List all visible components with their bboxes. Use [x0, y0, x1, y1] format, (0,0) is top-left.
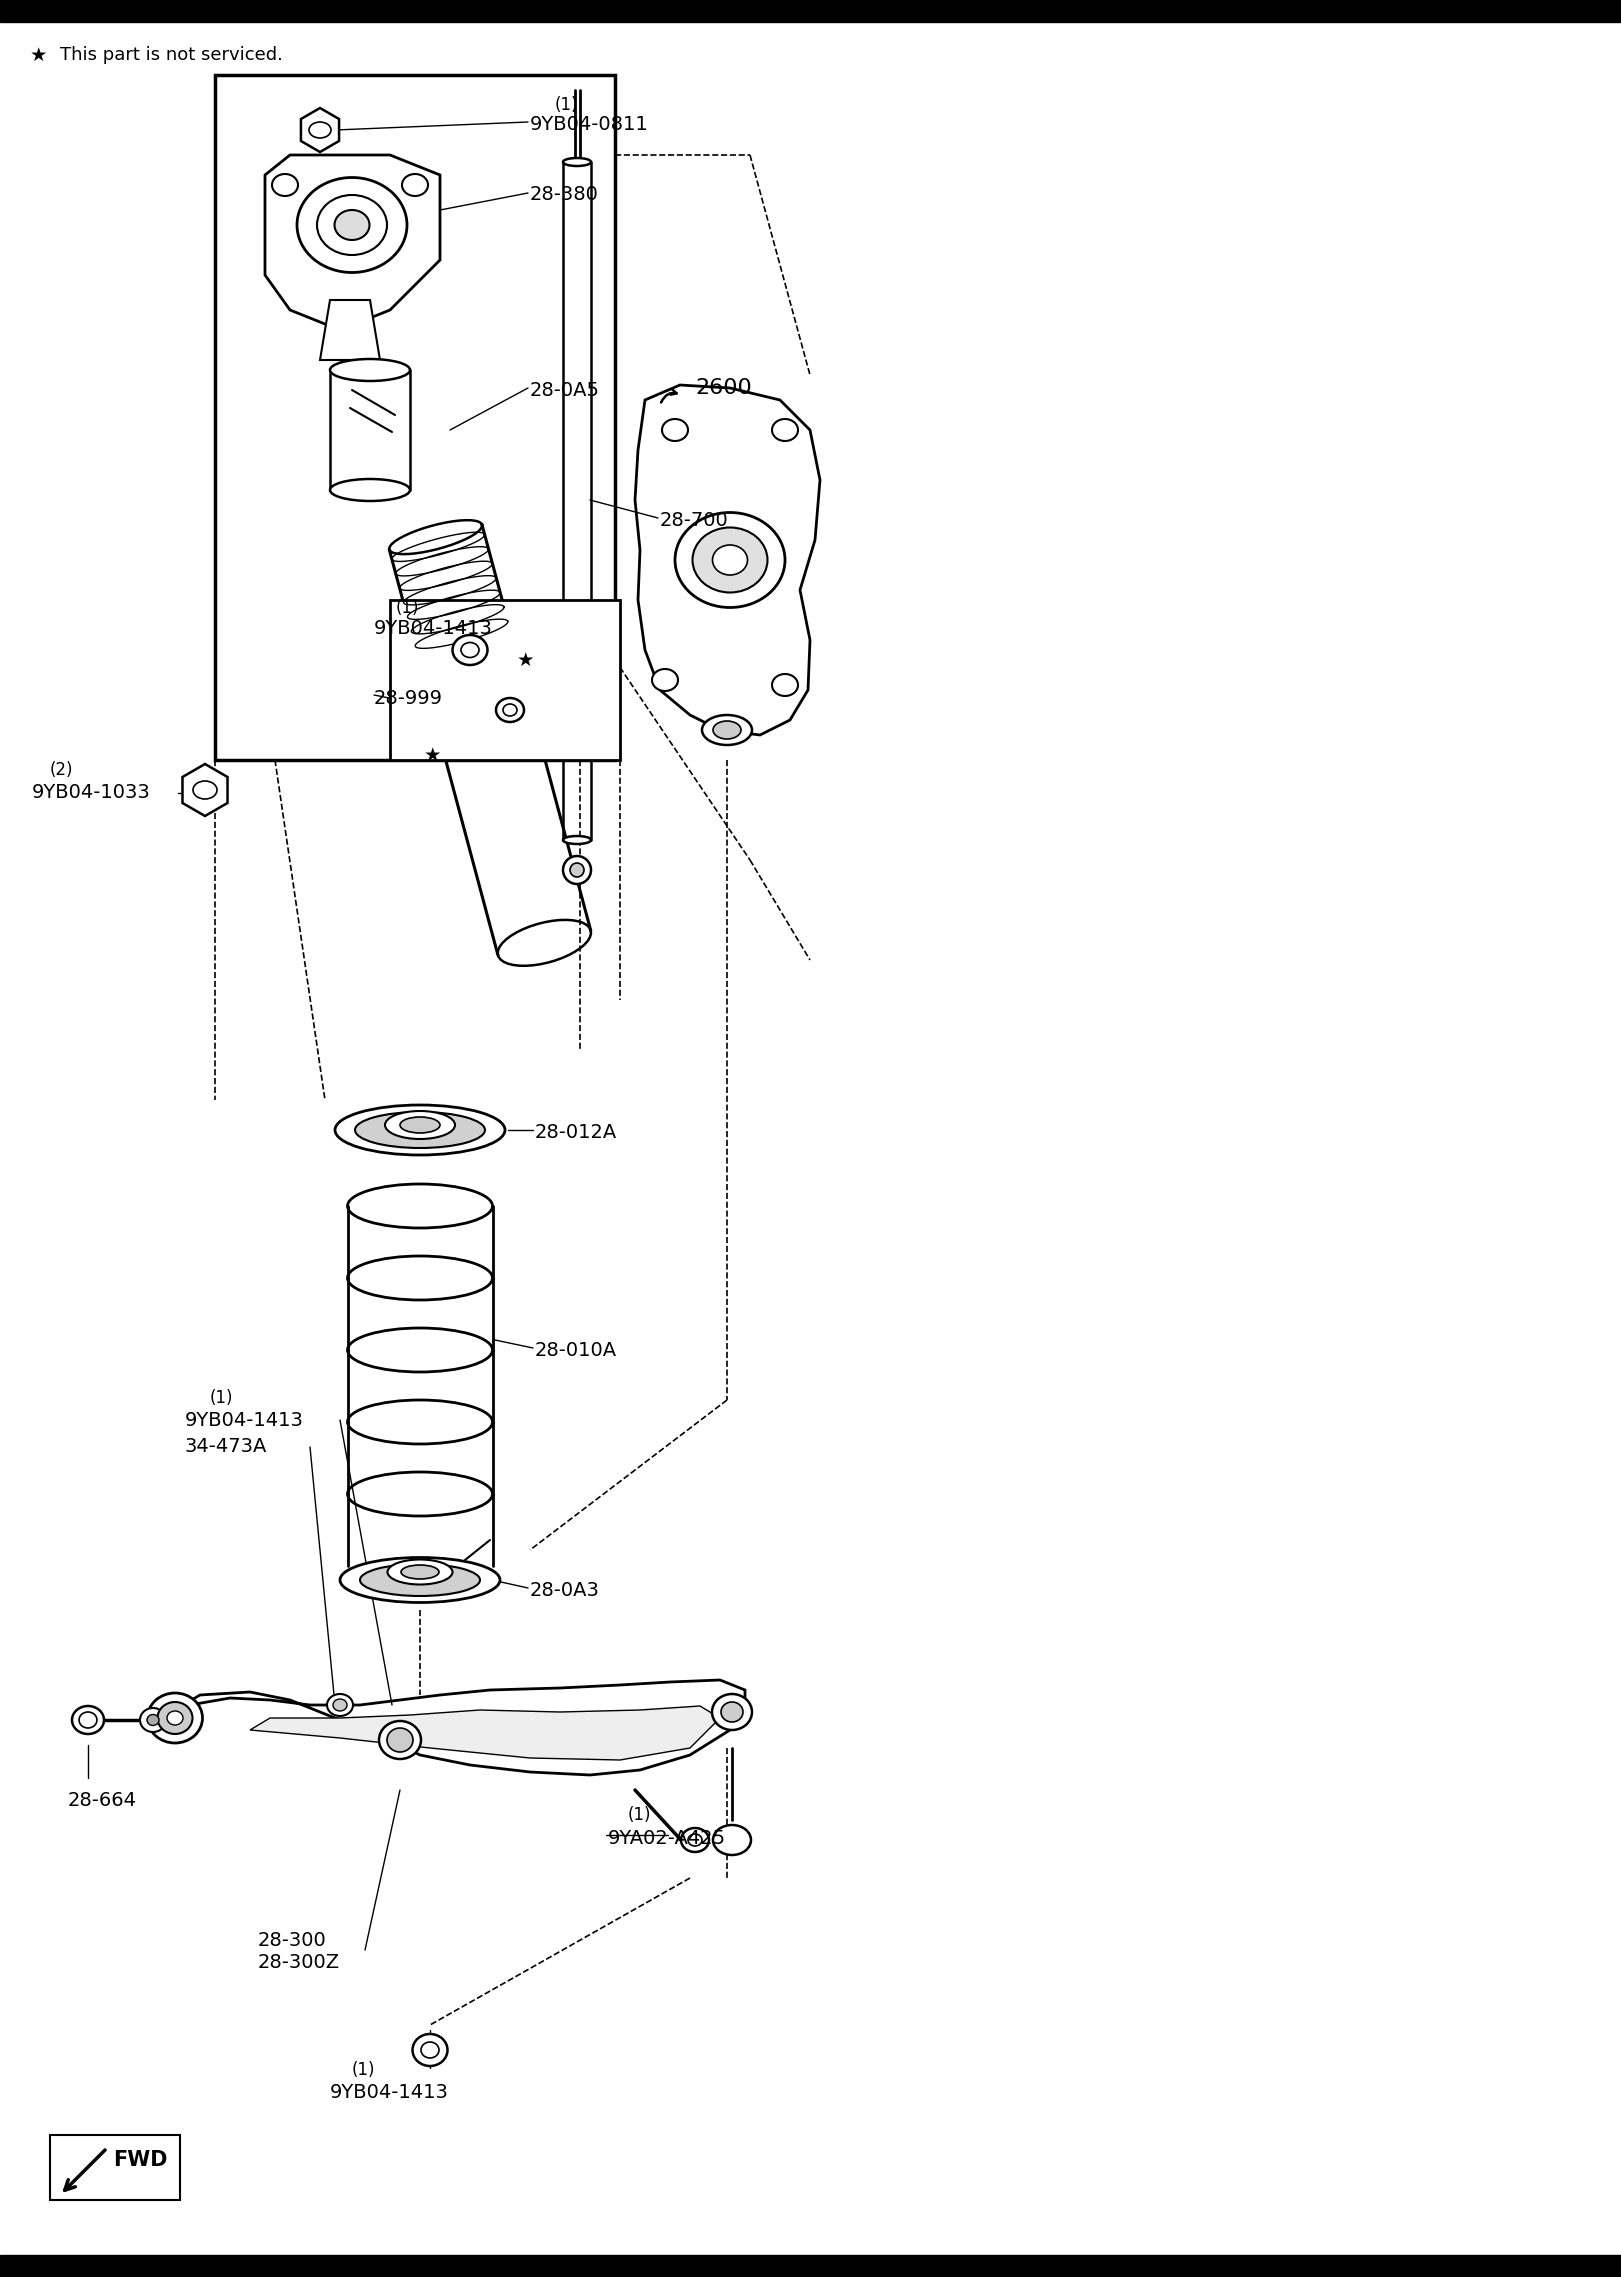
Ellipse shape — [713, 722, 741, 740]
Ellipse shape — [139, 1708, 165, 1733]
Ellipse shape — [772, 674, 798, 697]
Polygon shape — [160, 1680, 746, 1776]
Text: 28-0A5: 28-0A5 — [530, 380, 600, 398]
Ellipse shape — [167, 1710, 183, 1726]
Text: 28-010A: 28-010A — [535, 1341, 618, 1359]
Bar — [50, 2136, 180, 2200]
Ellipse shape — [412, 2033, 447, 2065]
Ellipse shape — [562, 836, 592, 845]
Bar — [391, 601, 619, 761]
Ellipse shape — [692, 528, 767, 592]
Text: 9YB04-1413: 9YB04-1413 — [374, 619, 493, 638]
Text: 28-300Z: 28-300Z — [258, 1954, 340, 1972]
Ellipse shape — [79, 1712, 97, 1728]
Ellipse shape — [340, 1557, 499, 1603]
Polygon shape — [319, 301, 379, 360]
Text: 9YB04-1413: 9YB04-1413 — [185, 1409, 303, 1430]
Ellipse shape — [318, 196, 387, 255]
Ellipse shape — [503, 704, 517, 715]
Ellipse shape — [297, 178, 407, 273]
Text: 2600: 2600 — [695, 378, 752, 398]
Ellipse shape — [327, 1694, 353, 1717]
Text: (2): (2) — [50, 761, 73, 779]
Text: 9YA02-A425: 9YA02-A425 — [608, 1828, 726, 1847]
Ellipse shape — [332, 1699, 347, 1710]
Polygon shape — [264, 155, 439, 330]
Text: ★: ★ — [31, 46, 47, 64]
Ellipse shape — [562, 157, 592, 166]
Bar — [0, 0, 1621, 23]
Ellipse shape — [562, 856, 592, 883]
Ellipse shape — [674, 512, 785, 608]
Bar — [216, 75, 614, 761]
Text: 9YB04-1033: 9YB04-1033 — [32, 783, 151, 802]
Ellipse shape — [387, 1728, 413, 1751]
Ellipse shape — [681, 1828, 708, 1851]
Text: 28-300: 28-300 — [258, 1931, 327, 1949]
Text: 28-0A3: 28-0A3 — [530, 1580, 600, 1598]
Ellipse shape — [310, 123, 331, 139]
Ellipse shape — [331, 360, 410, 380]
Ellipse shape — [157, 1701, 193, 1735]
Text: 9YB04-1413: 9YB04-1413 — [331, 2083, 449, 2102]
Ellipse shape — [496, 699, 524, 722]
Text: 28-664: 28-664 — [68, 1790, 138, 1810]
Ellipse shape — [772, 419, 798, 442]
Ellipse shape — [387, 1560, 452, 1585]
Ellipse shape — [571, 863, 584, 877]
Ellipse shape — [702, 715, 752, 745]
Text: ★: ★ — [515, 651, 533, 669]
Text: 28-700: 28-700 — [660, 510, 729, 531]
Ellipse shape — [379, 1721, 421, 1760]
Ellipse shape — [360, 1564, 480, 1596]
Polygon shape — [183, 765, 227, 815]
Ellipse shape — [355, 1111, 485, 1148]
Ellipse shape — [400, 1118, 439, 1134]
Text: 28-012A: 28-012A — [535, 1123, 618, 1141]
Ellipse shape — [452, 635, 488, 665]
Ellipse shape — [193, 781, 217, 799]
Polygon shape — [635, 385, 820, 735]
Ellipse shape — [652, 669, 678, 690]
Ellipse shape — [661, 419, 687, 442]
Ellipse shape — [712, 1694, 752, 1731]
Text: 34-473A: 34-473A — [185, 1437, 267, 1457]
Ellipse shape — [713, 544, 747, 576]
Ellipse shape — [272, 173, 298, 196]
Ellipse shape — [713, 1824, 751, 1856]
Ellipse shape — [334, 209, 370, 239]
Text: ★: ★ — [423, 747, 441, 765]
Bar — [0, 2254, 1621, 2277]
Ellipse shape — [687, 1833, 702, 1847]
Polygon shape — [302, 107, 339, 153]
Text: (1): (1) — [554, 96, 579, 114]
Text: FWD: FWD — [113, 2149, 167, 2170]
Text: 9YB04-0811: 9YB04-0811 — [530, 116, 648, 134]
Ellipse shape — [71, 1705, 104, 1735]
Text: (1): (1) — [627, 1806, 652, 1824]
Text: (1): (1) — [396, 599, 420, 617]
Ellipse shape — [400, 1564, 439, 1578]
Ellipse shape — [148, 1694, 203, 1742]
Text: This part is not serviced.: This part is not serviced. — [60, 46, 284, 64]
Text: 28-380: 28-380 — [530, 184, 598, 205]
Ellipse shape — [460, 642, 478, 658]
Ellipse shape — [386, 1111, 456, 1138]
Ellipse shape — [331, 478, 410, 501]
Ellipse shape — [148, 1715, 159, 1726]
Text: (1): (1) — [211, 1389, 233, 1407]
Text: 28-999: 28-999 — [374, 688, 443, 708]
Ellipse shape — [421, 2042, 439, 2058]
Text: (1): (1) — [352, 2061, 376, 2079]
Polygon shape — [250, 1705, 720, 1760]
Ellipse shape — [721, 1701, 742, 1721]
Ellipse shape — [336, 1104, 506, 1154]
Ellipse shape — [402, 173, 428, 196]
